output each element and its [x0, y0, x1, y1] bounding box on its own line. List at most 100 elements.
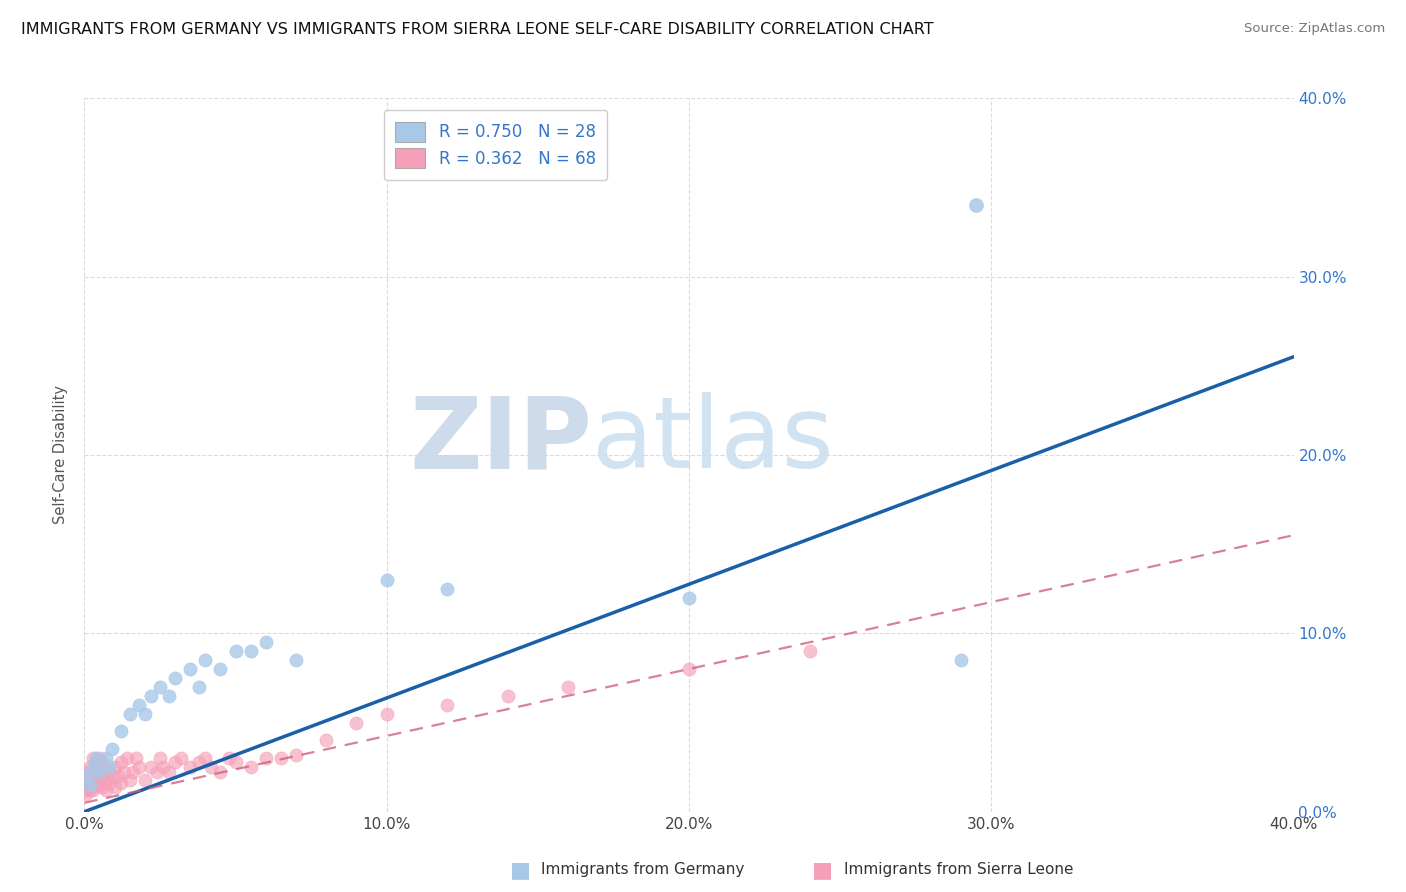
Point — [100, 742, 122, 756]
Point — [152, 760, 174, 774]
Point — [115, 751, 138, 765]
Point — [436, 582, 458, 596]
Point — [950, 653, 973, 667]
Point — [254, 635, 277, 649]
Point — [157, 765, 180, 780]
Point — [100, 769, 122, 783]
Point — [254, 751, 277, 765]
Point — [94, 772, 117, 787]
Point — [125, 751, 148, 765]
Point — [209, 662, 232, 676]
Point — [375, 573, 398, 587]
Text: Immigrants from Sierra Leone: Immigrants from Sierra Leone — [844, 863, 1073, 877]
Point — [94, 760, 117, 774]
Point — [285, 747, 308, 762]
Point — [97, 776, 120, 790]
Point — [346, 715, 368, 730]
Point — [270, 751, 292, 765]
Point — [86, 755, 108, 769]
Point — [225, 644, 247, 658]
Text: Source: ZipAtlas.com: Source: ZipAtlas.com — [1244, 22, 1385, 36]
Point — [557, 680, 579, 694]
Point — [678, 662, 700, 676]
Point — [170, 751, 193, 765]
Point — [149, 751, 172, 765]
Point — [188, 755, 211, 769]
Point — [94, 783, 117, 797]
Point — [82, 783, 104, 797]
Point — [218, 751, 240, 765]
Point — [165, 671, 187, 685]
Point — [77, 780, 100, 794]
Point — [118, 772, 141, 787]
Point — [194, 653, 217, 667]
Point — [86, 769, 108, 783]
Point — [79, 783, 101, 797]
Point — [79, 778, 101, 792]
Point — [82, 765, 104, 780]
Point — [179, 662, 201, 676]
Point — [104, 760, 127, 774]
Point — [965, 198, 987, 212]
Point — [91, 755, 114, 769]
Point — [496, 689, 519, 703]
Point — [157, 689, 180, 703]
Point — [89, 765, 111, 780]
Point — [86, 751, 108, 765]
Point — [97, 760, 120, 774]
Text: Immigrants from Germany: Immigrants from Germany — [541, 863, 745, 877]
Point — [76, 778, 98, 792]
Legend: R = 0.750   N = 28, R = 0.362   N = 68: R = 0.750 N = 28, R = 0.362 N = 68 — [384, 110, 607, 180]
Point — [86, 778, 108, 792]
Point — [315, 733, 337, 747]
Point — [79, 772, 101, 787]
Point — [134, 706, 156, 721]
Point — [94, 751, 117, 765]
Point — [89, 765, 111, 780]
Point — [82, 772, 104, 787]
Point — [678, 591, 700, 605]
Point — [89, 778, 111, 792]
Point — [134, 772, 156, 787]
Point — [104, 780, 127, 794]
Text: atlas: atlas — [592, 392, 834, 489]
Y-axis label: Self-Care Disability: Self-Care Disability — [53, 385, 69, 524]
Point — [80, 776, 103, 790]
Point — [239, 644, 262, 658]
Point — [110, 776, 132, 790]
Point — [110, 724, 132, 739]
Point — [76, 765, 98, 780]
Text: IMMIGRANTS FROM GERMANY VS IMMIGRANTS FROM SIERRA LEONE SELF-CARE DISABILITY COR: IMMIGRANTS FROM GERMANY VS IMMIGRANTS FR… — [21, 22, 934, 37]
Point — [239, 760, 262, 774]
Point — [128, 760, 150, 774]
Point — [82, 760, 104, 774]
Point — [165, 755, 187, 769]
Point — [112, 765, 135, 780]
Point — [110, 755, 132, 769]
Point — [146, 765, 169, 780]
Point — [76, 769, 98, 783]
Point — [79, 760, 101, 774]
Point — [149, 680, 172, 694]
Point — [91, 769, 114, 783]
Point — [188, 680, 211, 694]
Point — [77, 769, 100, 783]
Point — [128, 698, 150, 712]
Point — [139, 689, 162, 703]
Point — [139, 760, 162, 774]
Point — [97, 765, 120, 780]
Point — [91, 780, 114, 794]
Point — [200, 760, 222, 774]
Point — [799, 644, 821, 658]
Point — [118, 706, 141, 721]
Point — [76, 783, 98, 797]
Point — [436, 698, 458, 712]
Point — [107, 769, 129, 783]
Text: ■: ■ — [813, 860, 832, 880]
Point — [194, 751, 217, 765]
Point — [225, 755, 247, 769]
Point — [375, 706, 398, 721]
Point — [75, 787, 97, 801]
Point — [285, 653, 308, 667]
Point — [121, 765, 143, 780]
